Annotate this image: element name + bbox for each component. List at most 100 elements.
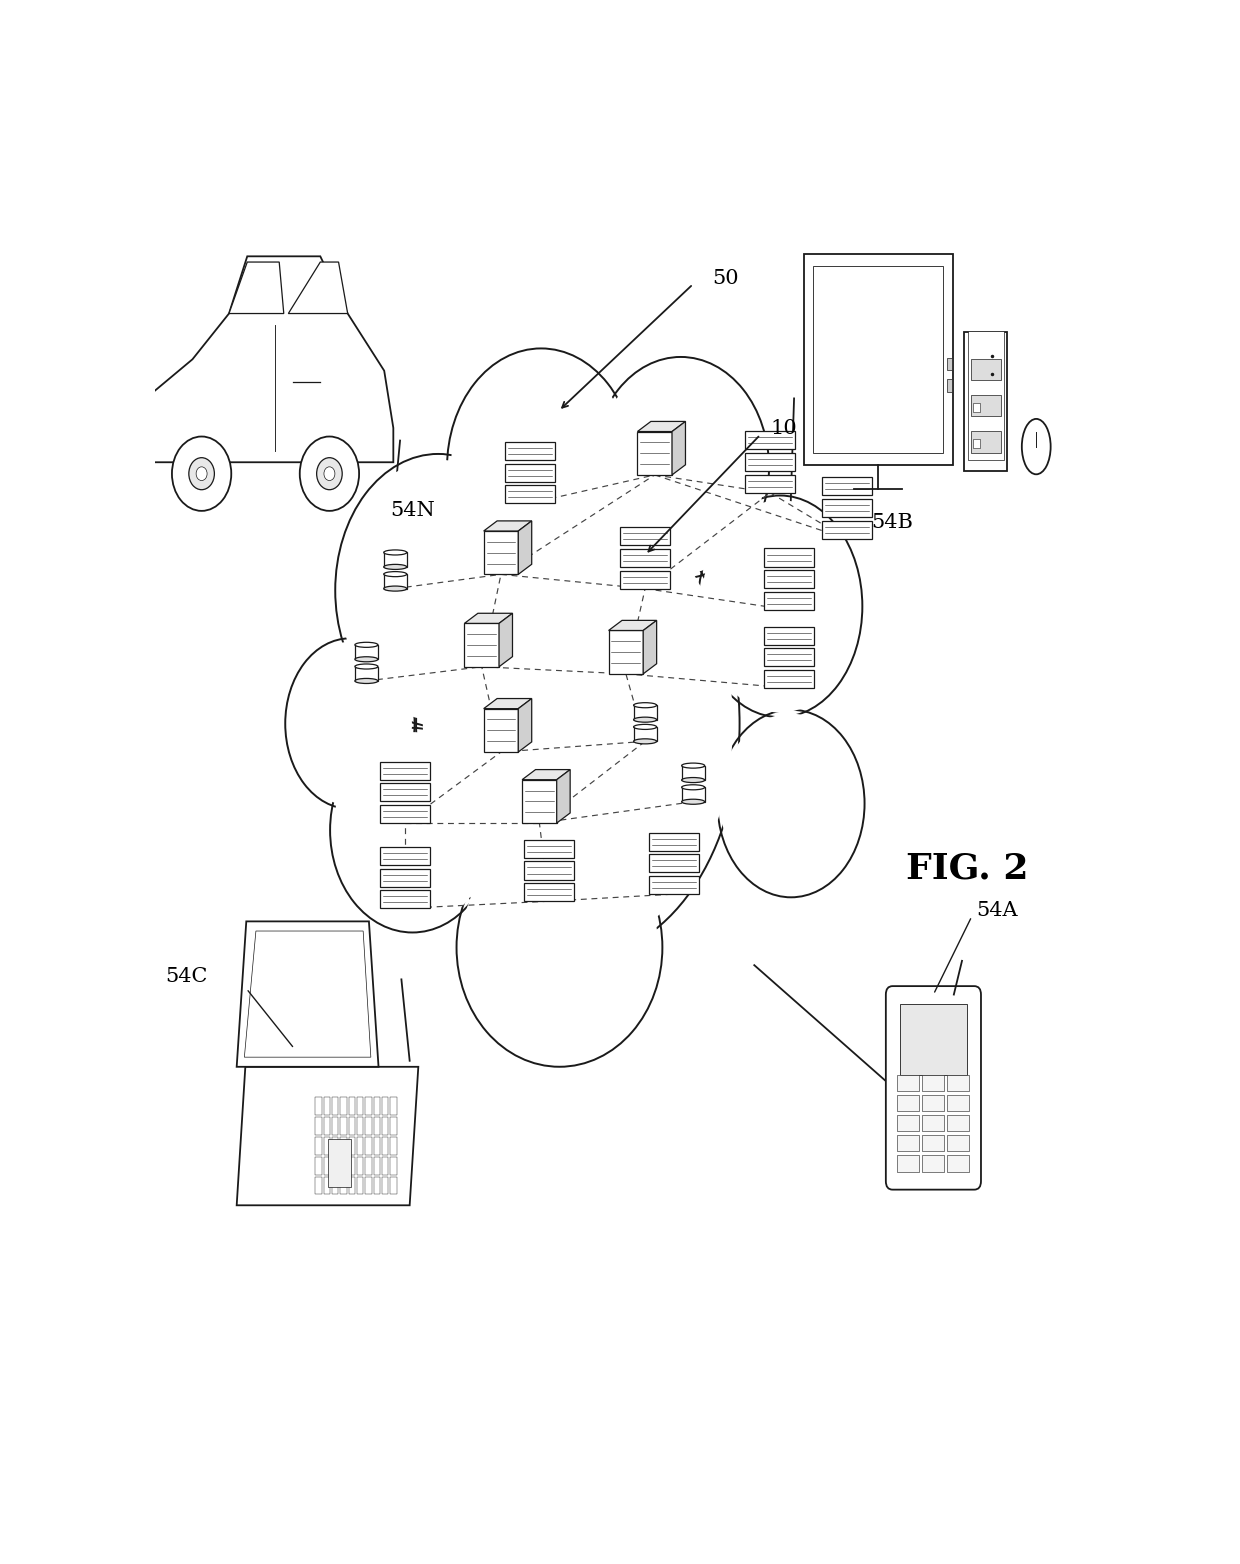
Ellipse shape <box>355 657 378 662</box>
Bar <box>366 1157 372 1175</box>
Ellipse shape <box>196 466 207 480</box>
Bar <box>620 571 670 588</box>
Polygon shape <box>498 613 512 666</box>
Ellipse shape <box>1022 419 1050 474</box>
Bar <box>745 432 795 449</box>
Bar <box>505 485 554 504</box>
Bar <box>968 332 1003 460</box>
Ellipse shape <box>316 458 342 490</box>
Bar <box>484 708 518 752</box>
Bar <box>947 1156 970 1171</box>
Bar <box>315 1098 322 1115</box>
Bar <box>382 1137 388 1154</box>
Bar <box>620 549 670 566</box>
Bar <box>348 1157 355 1175</box>
Bar <box>373 1178 379 1195</box>
Bar <box>923 1115 945 1131</box>
Polygon shape <box>522 769 570 780</box>
Ellipse shape <box>285 638 414 809</box>
Polygon shape <box>637 421 686 432</box>
Ellipse shape <box>188 458 215 490</box>
Bar <box>764 669 815 688</box>
Bar <box>764 649 815 666</box>
Bar <box>315 1157 322 1175</box>
Bar <box>804 253 952 465</box>
Bar <box>505 463 554 482</box>
Bar <box>923 1156 945 1171</box>
Ellipse shape <box>451 353 631 582</box>
Polygon shape <box>484 699 532 708</box>
Polygon shape <box>465 613 512 624</box>
Ellipse shape <box>634 738 657 744</box>
Bar <box>373 1157 379 1175</box>
Bar <box>341 1098 347 1115</box>
Bar <box>379 846 430 865</box>
Bar <box>366 1117 372 1134</box>
Ellipse shape <box>682 799 704 804</box>
Bar <box>324 1157 330 1175</box>
Bar <box>813 266 942 452</box>
Bar <box>391 1098 397 1115</box>
Ellipse shape <box>383 586 407 591</box>
Bar <box>357 1117 363 1134</box>
Text: 10: 10 <box>770 419 797 438</box>
Bar <box>923 1135 945 1151</box>
Ellipse shape <box>330 727 495 932</box>
Polygon shape <box>484 521 532 532</box>
Bar <box>348 1098 355 1115</box>
Bar <box>900 1004 966 1074</box>
Bar <box>973 439 980 447</box>
Bar <box>348 1117 355 1134</box>
Ellipse shape <box>172 436 232 511</box>
Polygon shape <box>244 931 371 1057</box>
Bar <box>525 862 574 879</box>
Bar <box>971 432 1001 452</box>
Bar <box>383 574 407 588</box>
Bar <box>525 884 574 901</box>
Ellipse shape <box>355 643 378 647</box>
Ellipse shape <box>334 732 491 927</box>
Bar <box>965 332 1007 471</box>
Bar <box>822 499 872 518</box>
Bar <box>366 1137 372 1154</box>
Bar <box>973 404 980 411</box>
Text: 50: 50 <box>713 269 739 288</box>
Bar <box>505 443 554 460</box>
Bar <box>947 1095 970 1110</box>
Bar <box>745 454 795 471</box>
Bar <box>332 1178 339 1195</box>
Ellipse shape <box>383 565 407 569</box>
Bar <box>324 1178 330 1195</box>
Ellipse shape <box>383 551 407 555</box>
Polygon shape <box>557 769 570 823</box>
Bar <box>971 358 1001 380</box>
Bar <box>348 1137 355 1154</box>
Bar <box>357 1157 363 1175</box>
Bar <box>764 591 815 610</box>
Bar <box>634 727 657 741</box>
Bar <box>383 552 407 566</box>
Bar <box>379 805 430 823</box>
Polygon shape <box>237 1067 418 1206</box>
Bar <box>382 1098 388 1115</box>
Bar <box>620 527 670 546</box>
Ellipse shape <box>718 710 864 898</box>
Ellipse shape <box>682 785 704 790</box>
Bar <box>366 1098 372 1115</box>
Bar <box>682 766 704 780</box>
Bar <box>366 1178 372 1195</box>
Bar <box>682 787 704 802</box>
Text: 54C: 54C <box>165 967 208 985</box>
FancyBboxPatch shape <box>885 987 981 1190</box>
Ellipse shape <box>634 724 657 729</box>
Ellipse shape <box>446 349 635 586</box>
Bar <box>341 1157 347 1175</box>
Bar <box>637 432 672 475</box>
Ellipse shape <box>456 827 662 1067</box>
Ellipse shape <box>461 834 658 1062</box>
Bar <box>947 358 951 369</box>
Bar <box>898 1095 920 1110</box>
Ellipse shape <box>682 763 704 768</box>
Ellipse shape <box>701 500 859 713</box>
Bar <box>822 521 872 540</box>
